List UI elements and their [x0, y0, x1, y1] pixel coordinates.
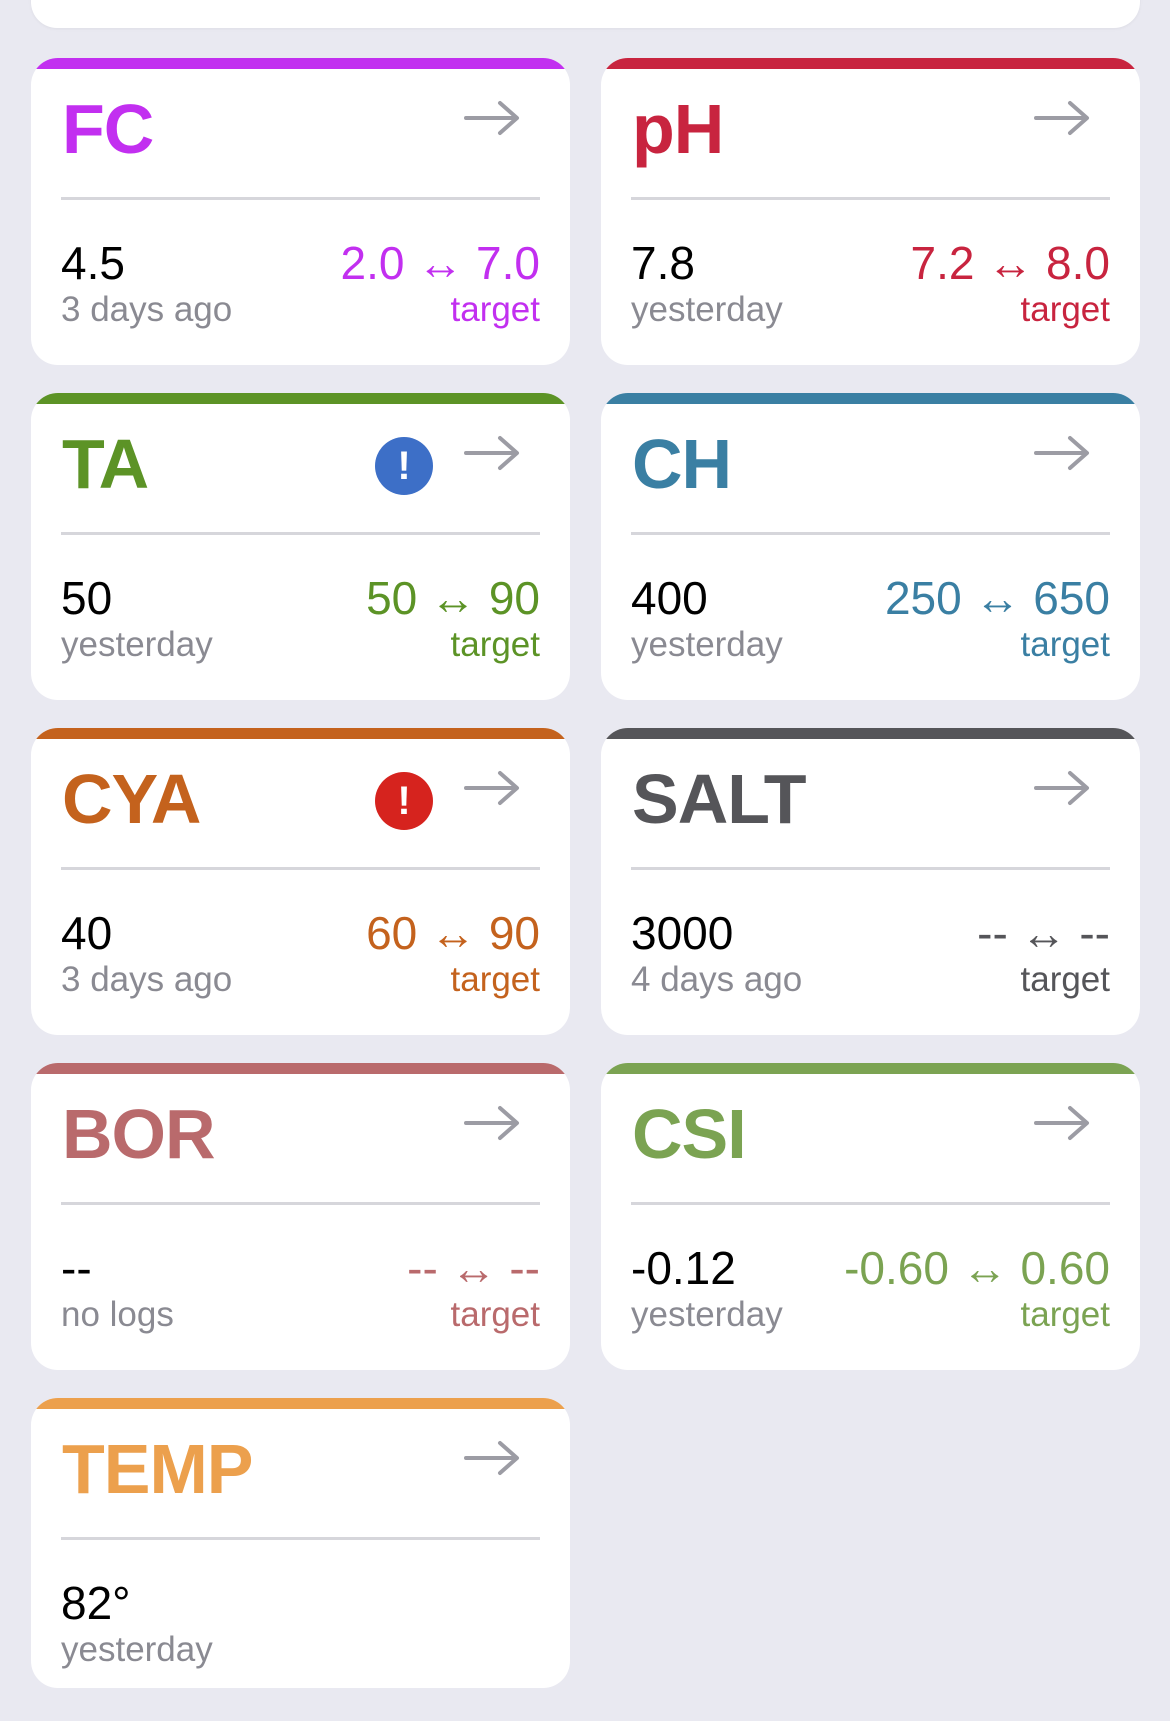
target-range: -0.60 ↔ 0.60	[844, 1242, 1110, 1294]
card-ch[interactable]: CH 400 yesterday 250 ↔ 650 target	[601, 393, 1140, 700]
card-title: FC	[62, 90, 154, 168]
reading-value: 40	[61, 907, 113, 959]
card-title: CH	[632, 425, 732, 503]
card-accent-bar	[31, 1063, 570, 1074]
card-bor[interactable]: BOR -- no logs -- ↔ -- target	[31, 1063, 570, 1370]
card-cya[interactable]: CYA! 40 3 days ago 60 ↔ 90 target	[31, 728, 570, 1035]
card-title: TEMP	[62, 1430, 253, 1508]
target-range: -- ↔ --	[407, 1242, 540, 1294]
target-range: -- ↔ --	[977, 907, 1110, 959]
card-title: CYA	[62, 760, 201, 838]
card-divider	[631, 532, 1110, 535]
target-range: 50 ↔ 90	[366, 572, 540, 624]
card-accent-bar	[601, 1063, 1140, 1074]
arrow-right-icon[interactable]	[1034, 100, 1090, 136]
card-title: BOR	[62, 1095, 216, 1173]
card-ph[interactable]: pH 7.8 yesterday 7.2 ↔ 8.0 target	[601, 58, 1140, 365]
arrow-right-icon[interactable]	[464, 100, 520, 136]
warning-alert-icon[interactable]: !	[375, 772, 433, 830]
info-alert-icon[interactable]: !	[375, 437, 433, 495]
card-accent-bar	[31, 728, 570, 739]
reading-time: yesterday	[631, 290, 783, 329]
card-title: SALT	[632, 760, 807, 838]
card-temp[interactable]: TEMP 82° yesterday	[31, 1398, 570, 1688]
reading-value: 400	[631, 572, 708, 624]
target-range: 7.2 ↔ 8.0	[910, 237, 1110, 289]
card-divider	[631, 1202, 1110, 1205]
card-divider	[631, 197, 1110, 200]
target-label: target	[1020, 1295, 1111, 1334]
card-accent-bar	[31, 1398, 570, 1409]
arrow-right-icon[interactable]	[464, 1440, 520, 1476]
target-range: 60 ↔ 90	[366, 907, 540, 959]
card-title: pH	[632, 90, 724, 168]
target-label: target	[450, 290, 541, 329]
reading-time: 3 days ago	[61, 290, 233, 329]
reading-time: 3 days ago	[61, 960, 233, 999]
previous-card-bottom	[31, 0, 1140, 28]
card-fc[interactable]: FC 4.5 3 days ago 2.0 ↔ 7.0 target	[31, 58, 570, 365]
arrow-right-icon[interactable]	[1034, 1105, 1090, 1141]
arrow-right-icon[interactable]	[464, 770, 520, 806]
reading-time: yesterday	[61, 625, 213, 664]
reading-value: -0.12	[631, 1242, 736, 1294]
arrow-right-icon[interactable]	[464, 435, 520, 471]
card-accent-bar	[601, 728, 1140, 739]
reading-value: 3000	[631, 907, 734, 959]
target-range: 2.0 ↔ 7.0	[340, 237, 540, 289]
target-label: target	[450, 960, 541, 999]
reading-value: 50	[61, 572, 113, 624]
arrow-right-icon[interactable]	[1034, 435, 1090, 471]
reading-value: 7.8	[631, 237, 695, 289]
card-salt[interactable]: SALT 3000 4 days ago -- ↔ -- target	[601, 728, 1140, 1035]
card-divider	[61, 867, 540, 870]
target-label: target	[450, 625, 541, 664]
card-title: CSI	[632, 1095, 747, 1173]
target-label: target	[1020, 625, 1111, 664]
target-label: target	[450, 1295, 541, 1334]
card-accent-bar	[31, 393, 570, 404]
reading-time: yesterday	[631, 1295, 783, 1334]
card-title: TA	[62, 425, 149, 503]
reading-value: --	[61, 1242, 92, 1294]
card-divider	[61, 197, 540, 200]
target-label: target	[1020, 290, 1111, 329]
card-divider	[61, 1537, 540, 1540]
reading-value: 82°	[61, 1577, 131, 1629]
card-divider	[631, 867, 1110, 870]
target-label: target	[1020, 960, 1111, 999]
card-csi[interactable]: CSI -0.12 yesterday -0.60 ↔ 0.60 target	[601, 1063, 1140, 1370]
reading-value: 4.5	[61, 237, 125, 289]
reading-time: yesterday	[61, 1630, 213, 1669]
card-divider	[61, 532, 540, 535]
card-accent-bar	[31, 58, 570, 69]
target-range: 250 ↔ 650	[884, 572, 1110, 624]
card-divider	[61, 1202, 540, 1205]
card-accent-bar	[601, 58, 1140, 69]
card-ta[interactable]: TA! 50 yesterday 50 ↔ 90 target	[31, 393, 570, 700]
reading-time: 4 days ago	[631, 960, 803, 999]
reading-time: yesterday	[631, 625, 783, 664]
arrow-right-icon[interactable]	[1034, 770, 1090, 806]
reading-time: no logs	[61, 1295, 174, 1334]
arrow-right-icon[interactable]	[464, 1105, 520, 1141]
card-accent-bar	[601, 393, 1140, 404]
